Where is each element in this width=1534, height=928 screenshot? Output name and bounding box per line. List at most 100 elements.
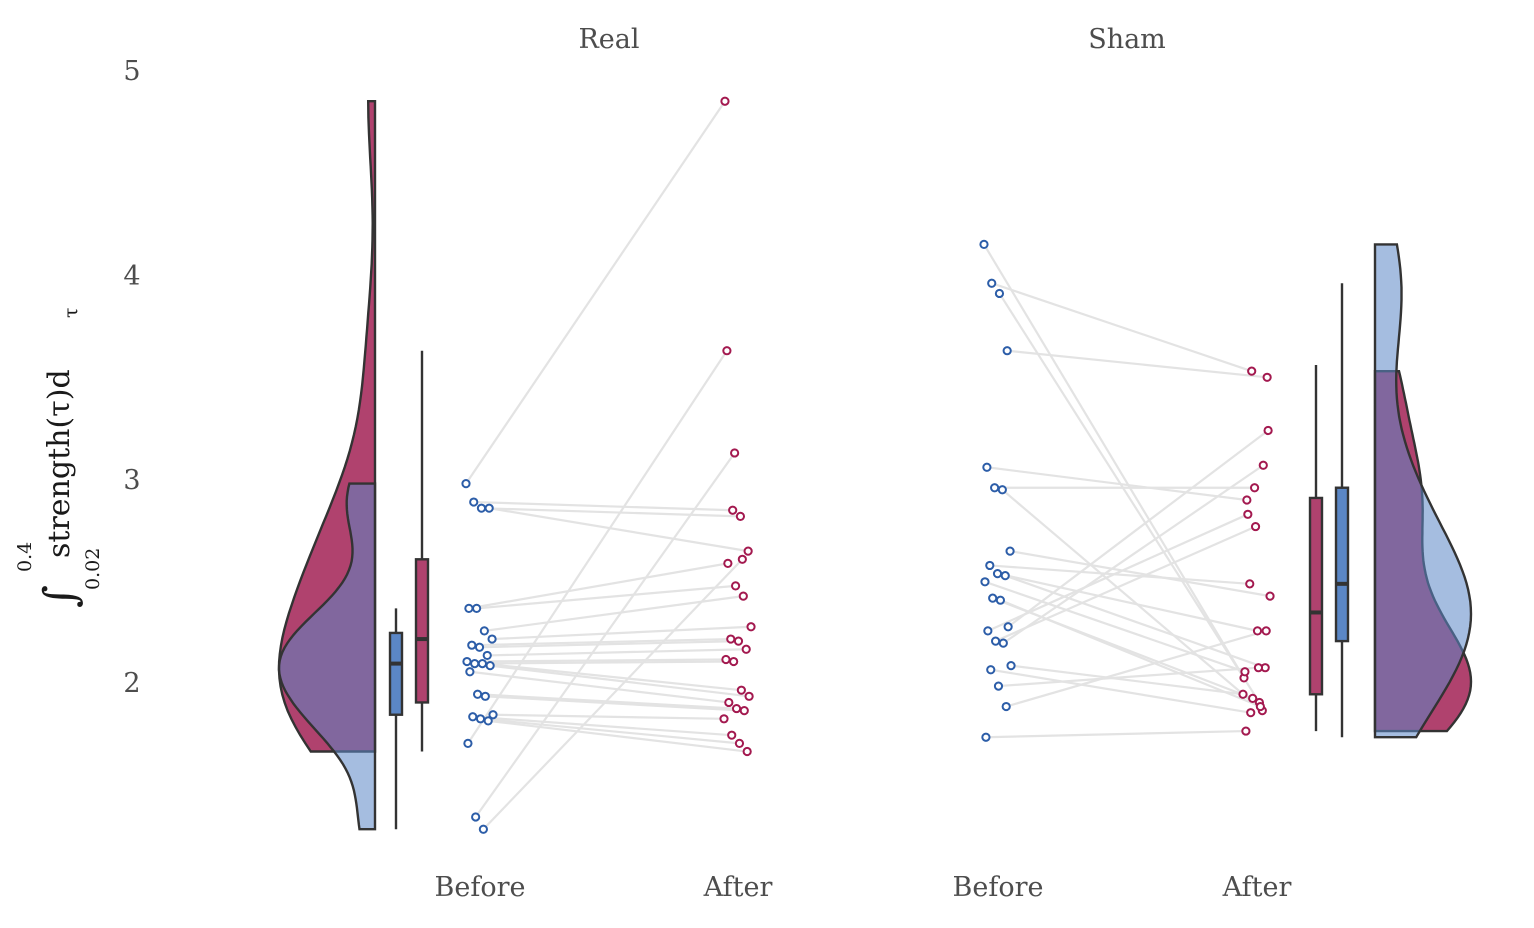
x-tick-label-before-real: Before [435, 872, 526, 903]
paired-line [1007, 429, 1269, 628]
point-before [986, 665, 996, 675]
paired-line [1005, 629, 1267, 708]
paired-line [472, 715, 732, 737]
paired-line [1004, 574, 1266, 669]
point-before [1001, 701, 1011, 712]
paired-line [476, 584, 736, 610]
point-before [463, 738, 473, 748]
point-after [1247, 366, 1257, 376]
point-before [1005, 546, 1015, 556]
point-after [720, 96, 730, 106]
integral-lower-limit: 0.02 [82, 548, 104, 590]
point-before [470, 658, 480, 669]
y-tick-label: 3 [123, 465, 140, 496]
point-after [733, 636, 744, 646]
point-before [993, 681, 1004, 691]
paired-line [468, 562, 729, 610]
point-before [479, 626, 489, 636]
paired-line [989, 564, 1250, 585]
point-after [1245, 579, 1255, 589]
point-before [1002, 346, 1012, 356]
point-after [726, 634, 736, 644]
boxplot-after-box [414, 558, 430, 704]
point-after [722, 346, 732, 356]
boxplot-after-box [1308, 496, 1324, 696]
point-before [475, 714, 486, 724]
point-before [1000, 571, 1010, 581]
paired-line [493, 713, 725, 720]
point-after [1249, 483, 1260, 493]
point-after [736, 685, 746, 695]
point-after [1238, 689, 1248, 699]
paired-line [488, 507, 749, 553]
point-after [724, 697, 734, 708]
paired-line [467, 350, 728, 744]
paired-line [474, 660, 734, 665]
panel-label-real: Real [578, 24, 639, 55]
paired-line [997, 572, 1258, 632]
data-points [461, 96, 1275, 834]
point-before [982, 462, 992, 472]
paired-line [492, 625, 752, 641]
paired-line [484, 595, 744, 632]
panel-label-sham: Sham [1088, 24, 1166, 55]
point-after [746, 622, 756, 632]
point-before [472, 689, 483, 699]
point-before [476, 503, 487, 513]
paired-line [991, 282, 1253, 373]
point-after [1255, 701, 1265, 712]
point-before [469, 497, 479, 507]
paired-line [998, 292, 1261, 704]
paired-line [482, 558, 744, 831]
integral-upper-limit: 0.4 [14, 542, 36, 572]
paired-line [1001, 488, 1264, 712]
paired-line [1010, 664, 1244, 696]
point-after [721, 654, 731, 665]
density-before [1373, 243, 1473, 739]
y-axis-ticks: 2 3 4 5 [123, 56, 140, 699]
y-axis-label-subscript: τ [60, 307, 82, 318]
paired-line [1002, 464, 1264, 645]
point-after [729, 656, 739, 667]
y-axis-label: ∫ 0.4 0.02 strength(τ)d τ [14, 307, 104, 608]
point-after [1253, 663, 1264, 673]
point-after [1243, 509, 1253, 519]
paired-line [999, 599, 1261, 708]
paired-line [474, 452, 736, 818]
point-before [997, 485, 1007, 495]
point-after [723, 558, 733, 568]
point-before [464, 603, 474, 613]
point-after [1246, 708, 1256, 718]
point-after [1265, 591, 1275, 601]
boxplots [388, 283, 1350, 830]
point-before [990, 636, 1001, 646]
point-before [482, 650, 492, 661]
point-before [983, 626, 993, 636]
paired-line [985, 729, 1246, 739]
y-axis-label-body: strength(τ)d [42, 369, 77, 558]
paired-line [466, 658, 726, 663]
point-after [744, 691, 754, 701]
paired-line [480, 717, 740, 745]
point-after [735, 511, 746, 521]
point-after [719, 714, 729, 724]
density-before [277, 482, 377, 831]
point-after [1258, 460, 1268, 470]
point-after [1240, 667, 1250, 677]
point-before [467, 640, 477, 650]
point-after [1263, 425, 1273, 436]
paired-line [481, 507, 741, 518]
point-before [480, 691, 490, 701]
point-before [992, 569, 1003, 579]
point-before [988, 593, 998, 603]
point-before [468, 712, 478, 722]
point-before [477, 658, 488, 669]
point-before [1006, 661, 1016, 671]
point-after [1241, 726, 1251, 736]
point-before [487, 634, 497, 644]
paired-line [990, 668, 1251, 714]
point-before [985, 560, 995, 571]
paired-line [482, 662, 742, 692]
point-after [738, 591, 748, 601]
